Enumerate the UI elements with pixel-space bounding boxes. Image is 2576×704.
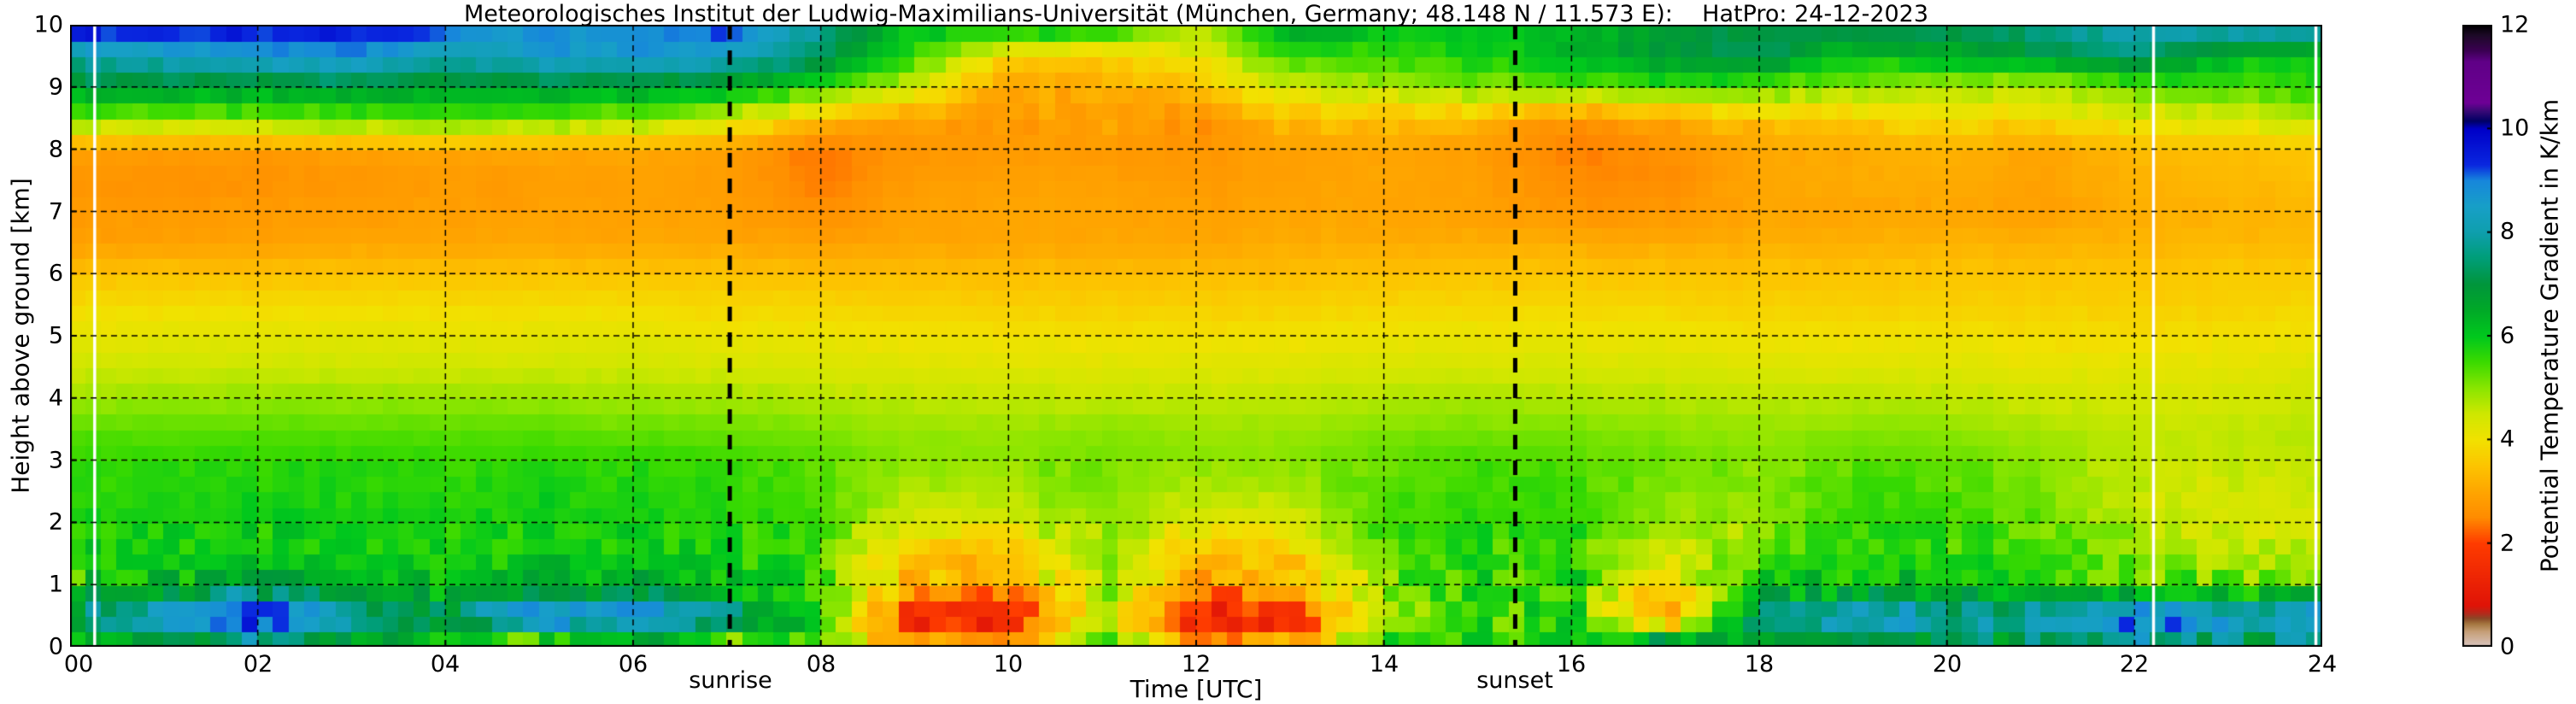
y-tick-2: 2 [48,508,63,536]
cb-tick-4: 4 [2500,425,2515,453]
cb-tick-2: 2 [2500,530,2515,557]
y-tick-8: 8 [48,136,63,163]
y-tick-7: 7 [48,198,63,226]
y-tick-9: 9 [48,73,63,101]
sunset-annotation: sunset [1476,667,1553,694]
y-axis-label: Height above ground [km] [6,178,35,494]
x-axis-label: Time [UTC] [1130,675,1263,703]
x-tick-10: 10 [993,651,1024,678]
cb-tick-0: 0 [2500,633,2515,660]
x-tick-14: 14 [1369,651,1399,678]
cb-tick-12: 12 [2500,11,2530,38]
y-tick-4: 4 [48,384,63,412]
x-tick-16: 16 [1556,651,1587,678]
x-tick-12: 12 [1181,651,1212,678]
sunrise-annotation: sunrise [689,667,772,694]
y-tick-1: 1 [48,571,63,598]
heatmap-canvas [70,25,2322,647]
x-tick-22: 22 [2119,651,2150,678]
x-tick-18: 18 [1744,651,1775,678]
y-tick-10: 10 [33,11,63,38]
x-tick-00: 00 [63,651,94,678]
y-tick-0: 0 [48,633,63,660]
x-tick-04: 04 [430,651,461,678]
x-tick-02: 02 [243,651,273,678]
y-tick-3: 3 [48,447,63,474]
cb-tick-10: 10 [2500,114,2530,142]
x-tick-08: 08 [806,651,836,678]
cb-tick-6: 6 [2500,322,2515,349]
colorbar-canvas [2462,25,2492,647]
x-tick-20: 20 [1932,651,1963,678]
y-tick-6: 6 [48,260,63,287]
cb-tick-8: 8 [2500,218,2515,245]
figure-title: Meteorologisches Institut der Ludwig-Max… [463,1,1929,27]
x-tick-24: 24 [2307,651,2338,678]
y-tick-5: 5 [48,322,63,349]
x-tick-06: 06 [618,651,648,678]
colorbar-label: Potential Temperature Gradient in K/km [2535,98,2564,573]
